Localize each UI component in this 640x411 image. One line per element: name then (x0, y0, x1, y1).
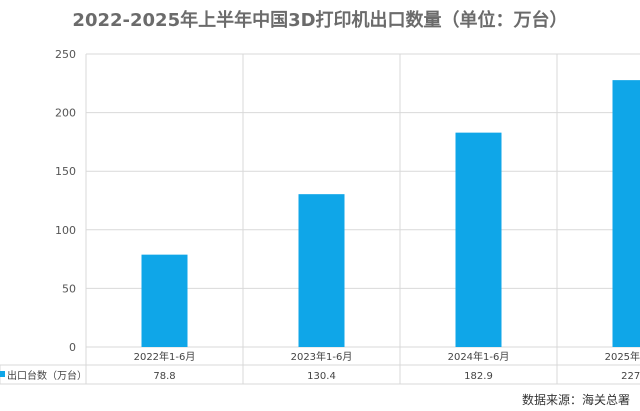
source-note: 数据来源：海关总署 (522, 393, 631, 407)
legend-label: 出口台数（万台） (7, 369, 87, 382)
chart-title: 2022-2025年上半年中国3D打印机出口数量（单位：万台） (72, 10, 568, 31)
bar (298, 194, 345, 347)
data-table-value: 182.9 (464, 371, 493, 382)
x-tick-label: 2025年1-6月 (605, 350, 640, 363)
y-tick-label: 100 (55, 224, 76, 237)
y-tick-label: 150 (55, 165, 76, 178)
y-tick-label: 250 (55, 48, 76, 61)
bar (141, 254, 188, 347)
legend-swatch (0, 371, 5, 377)
x-tick-label: 2022年1-6月 (134, 350, 196, 363)
data-table-value: 78.8 (153, 371, 175, 382)
bar (612, 80, 640, 348)
data-table-value: 130.4 (307, 371, 336, 382)
x-tick-label: 2023年1-6月 (291, 350, 353, 363)
y-tick-label: 0 (69, 341, 76, 354)
bar (455, 132, 502, 347)
data-table-value: 227.7 (621, 371, 640, 382)
x-tick-label: 2024年1-6月 (448, 350, 510, 363)
y-tick-label: 50 (62, 282, 76, 295)
y-tick-label: 200 (55, 107, 76, 120)
